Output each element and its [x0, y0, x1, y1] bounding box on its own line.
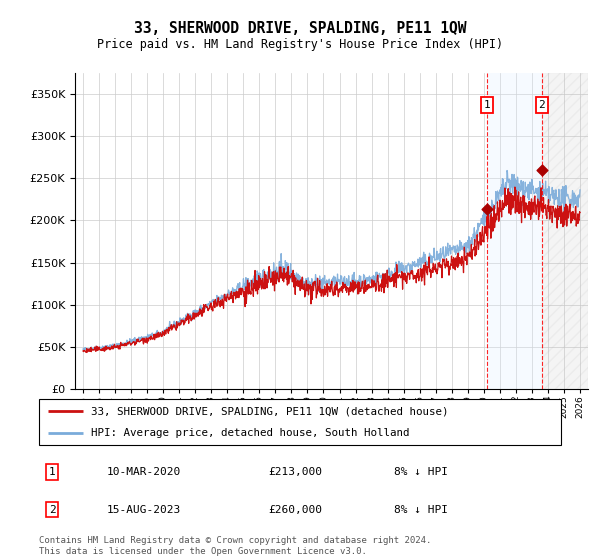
Text: 1: 1: [484, 100, 490, 110]
Text: 2: 2: [538, 100, 545, 110]
Text: 10-MAR-2020: 10-MAR-2020: [107, 466, 181, 477]
Text: 1: 1: [49, 466, 55, 477]
Text: 8% ↓ HPI: 8% ↓ HPI: [394, 505, 448, 515]
FancyBboxPatch shape: [39, 399, 561, 445]
Text: £260,000: £260,000: [269, 505, 323, 515]
Text: Price paid vs. HM Land Registry's House Price Index (HPI): Price paid vs. HM Land Registry's House …: [97, 38, 503, 50]
Text: 15-AUG-2023: 15-AUG-2023: [107, 505, 181, 515]
Text: 8% ↓ HPI: 8% ↓ HPI: [394, 466, 448, 477]
Text: 33, SHERWOOD DRIVE, SPALDING, PE11 1QW (detached house): 33, SHERWOOD DRIVE, SPALDING, PE11 1QW (…: [91, 406, 449, 416]
Point: [537, 165, 547, 174]
Point: [482, 205, 491, 214]
Bar: [487, 73, 542, 389]
Text: 33, SHERWOOD DRIVE, SPALDING, PE11 1QW: 33, SHERWOOD DRIVE, SPALDING, PE11 1QW: [134, 21, 466, 36]
Bar: [542, 73, 588, 389]
Text: Contains HM Land Registry data © Crown copyright and database right 2024.
This d: Contains HM Land Registry data © Crown c…: [39, 536, 431, 556]
Text: HPI: Average price, detached house, South Holland: HPI: Average price, detached house, Sout…: [91, 428, 410, 438]
Text: £213,000: £213,000: [269, 466, 323, 477]
Text: 2: 2: [49, 505, 55, 515]
